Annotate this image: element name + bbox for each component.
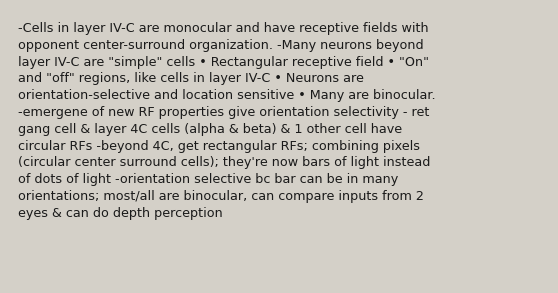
Text: -Cells in layer IV-C are monocular and have receptive fields with
opponent cente: -Cells in layer IV-C are monocular and h… xyxy=(18,22,436,220)
